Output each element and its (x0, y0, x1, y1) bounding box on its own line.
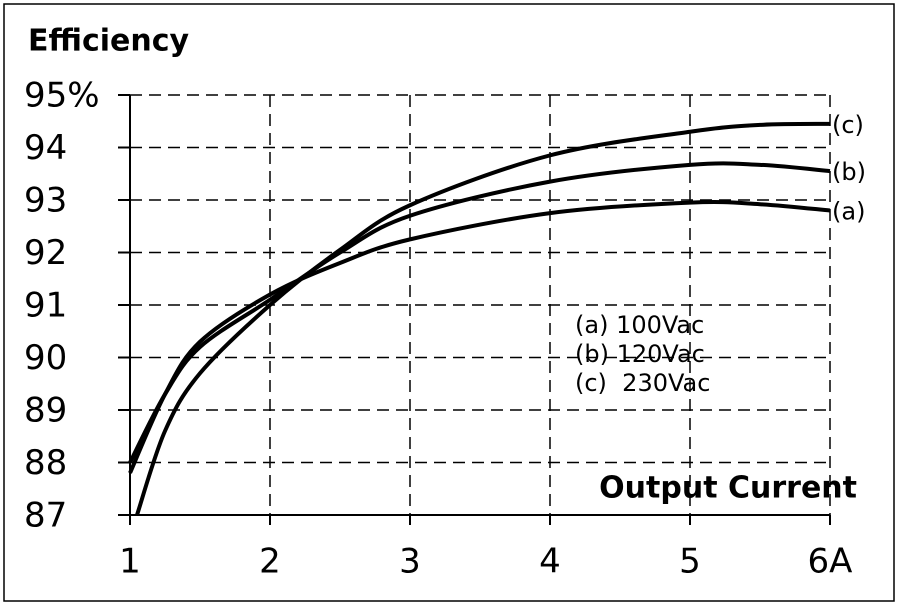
x-tick-label: 5 (679, 542, 701, 582)
frame (3, 3, 895, 602)
y-tick-label: 87 (24, 496, 67, 536)
series-label: (c) (832, 111, 864, 139)
series-label: (a) (832, 198, 865, 226)
legend-note: (b) 120Vac (575, 340, 705, 368)
y-tick-label: 88 (24, 443, 67, 483)
x-tick-label: 6A (808, 542, 853, 582)
series-line (128, 161, 831, 464)
x-axis-label: Output Current (599, 471, 857, 506)
y-tick-label: 90 (24, 338, 67, 378)
series-label: (b) (832, 158, 866, 186)
chart-title: Efficiency (28, 24, 190, 59)
x-tick-label: 3 (399, 542, 421, 582)
legend-note: (c) 230Vac (575, 369, 710, 397)
y-tick-label: 93 (24, 181, 67, 221)
x-tick-label: 1 (119, 542, 141, 582)
x-tick-label: 2 (259, 542, 281, 582)
series-line (135, 121, 831, 516)
x-tick-label: 4 (539, 542, 561, 582)
series-line (128, 200, 831, 474)
y-tick-label: 94 (24, 128, 67, 168)
y-tick-label: 91 (24, 286, 67, 326)
y-tick-label: 92 (24, 233, 67, 273)
y-tick-label: 95% (24, 76, 100, 116)
legend-note: (a) 100Vac (575, 311, 704, 339)
y-tick-label: 89 (24, 391, 67, 431)
